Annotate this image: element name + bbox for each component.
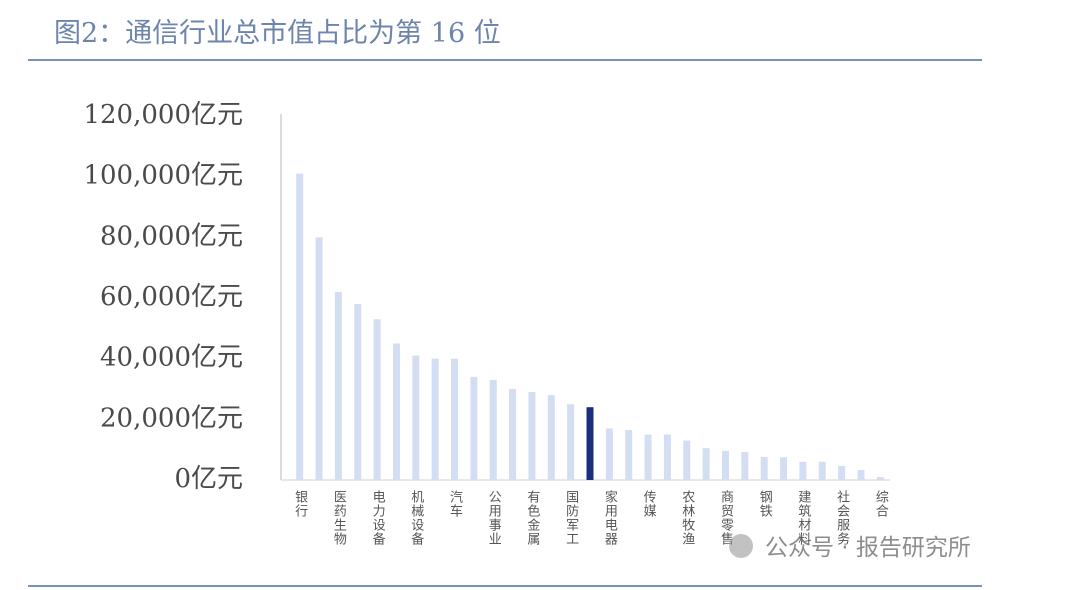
x-tick-label: 钢铁 [757,490,773,518]
bar [663,434,671,480]
bar [780,457,788,480]
bar [702,448,710,480]
x-tick-label: 综合 [873,490,889,518]
y-tick-label: 20,000亿元 [100,403,243,433]
y-tick-label: 0亿元 [174,464,243,494]
bar [644,434,652,480]
y-tick-label: 120,000亿元 [83,100,243,130]
x-tick-label: 商贸零售 [718,490,734,546]
chart-title: 图2：通信行业总市值占比为第 16 位 [54,18,501,49]
x-tick-label: 机械设备 [408,490,424,546]
bar [857,469,865,480]
bar [470,376,478,480]
x-tick-label: 电力设备 [370,490,386,546]
bar [392,343,400,480]
x-tick-label: 建筑材料 [795,490,811,546]
bar [760,456,768,480]
bar [412,355,420,480]
y-tick-label: 40,000亿元 [100,343,243,373]
bar [509,389,517,480]
watermark-icon [729,534,753,558]
x-tick-label: 传媒 [641,490,657,518]
bar [741,452,749,480]
bar [547,395,555,480]
y-tick-label: 60,000亿元 [100,282,243,312]
bar [683,440,691,480]
x-tick-label: 汽车 [447,490,463,518]
bar [799,461,807,480]
x-tick-label: 国防军工 [563,490,579,546]
watermark: 公众号 · 报告研究所 [765,535,971,561]
y-tick-label: 80,000亿元 [100,221,243,251]
bar [528,392,536,480]
bar [838,466,846,480]
bar [315,237,323,480]
x-tick-label: 银行 [292,490,308,518]
bar [373,319,381,480]
bar [296,173,304,480]
bar [818,461,826,480]
bar [334,291,342,480]
bar [489,379,497,480]
bar [625,429,633,480]
bar [431,358,439,480]
bar [605,428,613,480]
bar [354,304,362,480]
x-tick-label: 家用电器 [602,489,618,546]
y-tick-label: 100,000亿元 [83,161,243,191]
x-tick-label: 社会服务 [834,489,850,546]
bar [721,450,729,480]
x-tick-label: 有色金属 [524,490,540,546]
bar [567,404,575,480]
bar [876,476,884,480]
x-tick-label: 农林牧渔 [679,490,695,546]
x-tick-label: 公用事业 [486,490,502,546]
x-tick-label: 医药生物 [331,490,347,546]
bar [451,358,459,480]
bar [586,407,594,480]
